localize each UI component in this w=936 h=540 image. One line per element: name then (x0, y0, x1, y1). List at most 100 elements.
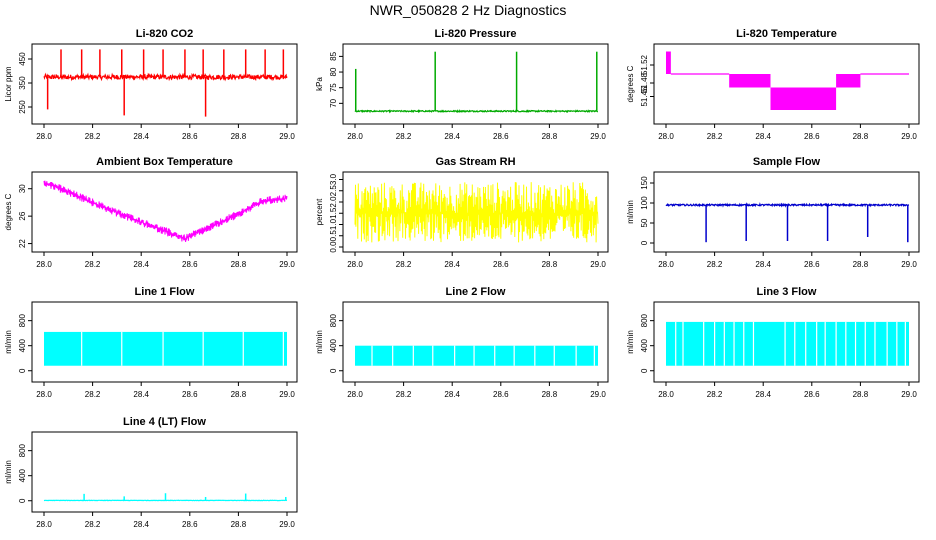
y-tick-label: 3.0 (329, 173, 338, 185)
x-tick-label: 28.8 (231, 260, 247, 269)
x-tick-label: 28.4 (444, 260, 460, 269)
x-tick-label: 29.0 (901, 390, 917, 399)
y-axis-label: Licor ppm (4, 66, 13, 101)
x-tick-label: 28.6 (182, 132, 198, 141)
x-tick-label: 28.4 (755, 132, 771, 141)
chart-title: Sample Flow (753, 156, 821, 168)
x-tick-label: 28.6 (182, 390, 198, 399)
series-band (44, 331, 287, 366)
x-tick-label: 29.0 (279, 132, 295, 141)
series-band (666, 51, 671, 74)
x-tick-label: 28.0 (36, 390, 52, 399)
x-tick-label: 28.4 (755, 260, 771, 269)
x-tick-label: 28.8 (853, 132, 869, 141)
x-tick-label: 28.2 (85, 390, 101, 399)
y-tick-label: 800 (640, 313, 649, 327)
y-tick-label: 250 (18, 100, 27, 114)
y-tick-label: 75 (329, 83, 338, 92)
x-tick-label: 28.2 (396, 132, 412, 141)
y-axis-label: ml/min (4, 330, 13, 354)
y-tick-label: 0.5 (329, 230, 338, 242)
chart-title: Gas Stream RH (435, 156, 515, 168)
plot-frame (31, 301, 298, 383)
chart-title: Line 2 Flow (446, 286, 506, 298)
chart-line-2-flow: Line 2 Flow 28.0 28.2 28.4 28.6 28.8 29.0 0 400 8… (315, 286, 609, 399)
x-tick-label: 28.0 (36, 260, 52, 269)
y-tick-label: 80 (329, 67, 338, 76)
plot-frame (653, 171, 920, 253)
x-tick-label: 29.0 (279, 390, 295, 399)
y-tick-label: 350 (18, 76, 27, 90)
chart-title: Li-820 Pressure (435, 28, 517, 40)
x-tick-label: 28.6 (804, 390, 820, 399)
x-tick-label: 28.8 (542, 260, 558, 269)
chart-li-820-pressure: Li-820 Pressure 28.0 28.2 28.4 28.6 28.8 29.0 7… (315, 28, 609, 141)
y-tick-label: 400 (329, 338, 338, 352)
x-tick-label: 28.8 (542, 390, 558, 399)
x-tick-label: 29.0 (590, 132, 606, 141)
x-tick-label: 28.8 (231, 132, 247, 141)
y-tick-label: 2.5 (329, 185, 338, 197)
y-tick-label: 2.0 (329, 196, 338, 208)
series-line (354, 182, 599, 243)
y-tick-label: 0.0 (329, 241, 338, 253)
series-band (729, 74, 771, 88)
x-tick-label: 28.2 (85, 132, 101, 141)
chart-ambient-box-temperature: Ambient Box Temperature 28.0 28.2 28.4 28.6 2… (4, 156, 298, 269)
x-tick-label: 28.2 (707, 260, 723, 269)
series-band (666, 321, 909, 366)
x-tick-label: 28.0 (347, 390, 363, 399)
x-tick-label: 29.0 (901, 132, 917, 141)
chart-li-820-temperature: Li-820 Temperature 28.0 28.2 28.4 28.6 28.8 29… (626, 28, 920, 141)
y-tick-label: 800 (329, 313, 338, 327)
chart-line-4-lt-flow: Line 4 (LT) Flow 28.0 28.2 28.4 28.6 28.8 29.0… (4, 416, 298, 529)
y-tick-label: 0 (18, 498, 27, 503)
x-tick-label: 28.6 (493, 132, 509, 141)
y-tick-label: 1.0 (329, 218, 338, 230)
x-tick-label: 28.4 (133, 520, 149, 529)
y-axis-label: kPa (315, 77, 324, 91)
x-tick-label: 28.0 (658, 132, 674, 141)
plot-frame (31, 171, 298, 253)
x-tick-label: 28.4 (133, 390, 149, 399)
y-tick-label: 0 (18, 368, 27, 373)
y-tick-label: 70 (329, 98, 338, 107)
chart-title: Line 3 Flow (757, 286, 817, 298)
x-tick-label: 28.4 (755, 390, 771, 399)
x-tick-label: 28.0 (347, 132, 363, 141)
series-band (770, 87, 837, 110)
y-tick-label: 0 (329, 368, 338, 373)
chart-title: Li-820 Temperature (736, 28, 837, 40)
series-line (43, 72, 288, 82)
y-axis-label: percent (315, 198, 324, 225)
x-tick-label: 28.2 (396, 390, 412, 399)
x-tick-label: 28.0 (36, 132, 52, 141)
plot-frame (342, 301, 609, 383)
y-tick-label: 51.52 (640, 54, 649, 75)
x-tick-label: 28.2 (707, 390, 723, 399)
series-band (355, 345, 598, 366)
x-tick-label: 29.0 (279, 520, 295, 529)
chart-gas-stream-rh: Gas Stream RH 28.0 28.2 28.4 28.6 28.8 29.0 0.0… (315, 156, 609, 269)
x-tick-label: 28.8 (231, 520, 247, 529)
x-tick-label: 28.0 (658, 390, 674, 399)
plot-frame (31, 43, 298, 125)
y-axis-label: ml/min (315, 330, 324, 354)
x-tick-label: 28.6 (182, 260, 198, 269)
x-tick-label: 28.6 (804, 132, 820, 141)
y-tick-label: 800 (18, 443, 27, 457)
y-tick-label: 400 (640, 338, 649, 352)
x-tick-label: 28.8 (542, 132, 558, 141)
x-tick-label: 28.0 (347, 260, 363, 269)
chart-line-3-flow: Line 3 Flow 28.0 28.2 28.4 28.6 28.8 29.0 0 400 8… (626, 286, 920, 399)
chart-line-1-flow: Line 1 Flow 28.0 28.2 28.4 28.6 28.8 29.0 0 400 8… (4, 286, 298, 399)
chart-title: Line 4 (LT) Flow (123, 416, 206, 428)
y-tick-label: 450 (18, 52, 27, 66)
x-tick-label: 28.4 (444, 390, 460, 399)
x-tick-label: 28.2 (396, 260, 412, 269)
y-tick-label: 0 (640, 368, 649, 373)
x-tick-label: 28.2 (85, 260, 101, 269)
x-tick-label: 28.4 (133, 260, 149, 269)
x-tick-label: 28.2 (85, 520, 101, 529)
x-tick-label: 28.6 (182, 520, 198, 529)
